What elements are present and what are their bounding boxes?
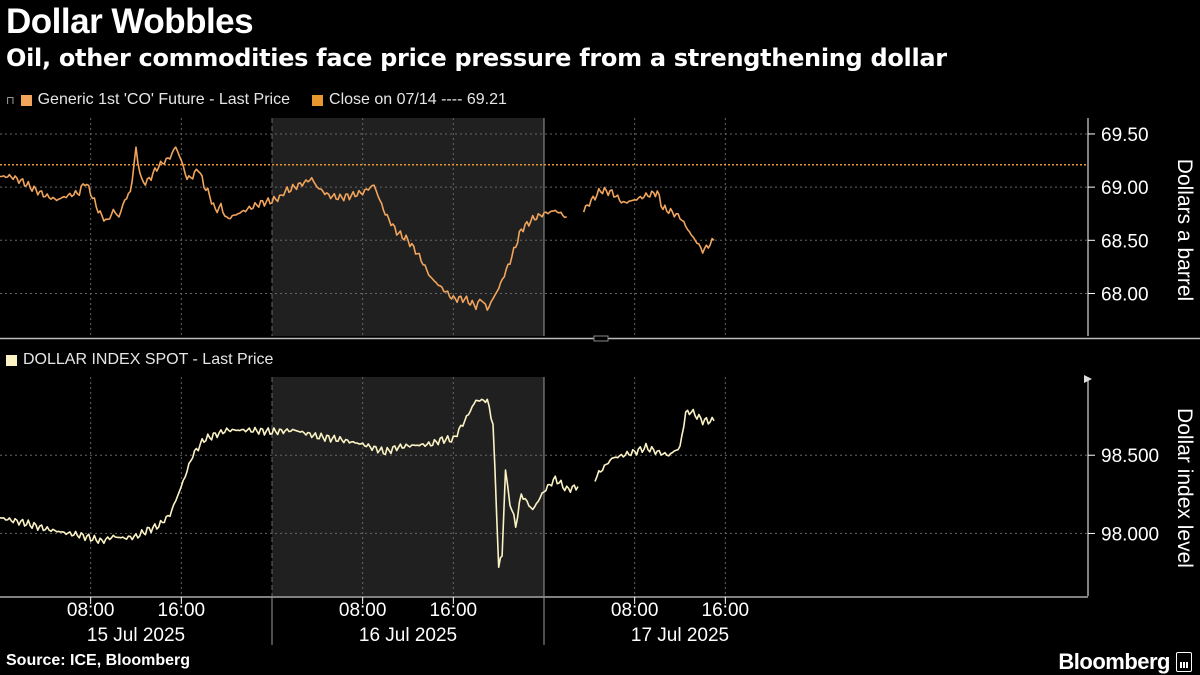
dollar-y-tick-label: 98.500 [1101,446,1159,467]
oil-legend-label: Generic 1st 'CO' Future - Last Price [37,91,291,108]
panel-resize-handle [593,335,609,342]
brand-label: Bloomberg [1058,649,1170,674]
oil-series-line [582,186,715,254]
chart-title: Dollar Wobbles [6,2,254,41]
x-tick-label: 08:00 [339,600,387,621]
x-date-label: 15 Jul 2025 [87,625,185,646]
dollar-y-tick-label: 98.000 [1101,524,1159,545]
axis-arrow-icon [1084,375,1092,383]
x-tick-label: 08:00 [67,600,115,621]
source-note: Source: ICE, Bloomberg [6,652,191,669]
x-tick-label: 16:00 [702,600,750,621]
dollar-y-axis-title: Dollar index level [1173,408,1196,568]
weekday-shading [272,377,544,596]
oil-legend: ⊓ Generic 1st 'CO' Future - Last Price C… [6,91,507,109]
close-swatch [312,94,324,106]
dollar-legend: DOLLAR INDEX SPOT - Last Price [6,351,273,369]
legend-marker-icon: ⊓ [6,94,15,107]
oil-series-line [282,176,567,311]
oil-y-tick-label: 69.00 [1101,178,1149,199]
terminal-icon [1176,652,1192,672]
x-tick-label: 08:00 [611,600,659,621]
oil-y-tick-label: 68.50 [1101,231,1149,252]
dollar-legend-label: DOLLAR INDEX SPOT - Last Price [23,351,274,368]
x-tick-label: 16:00 [430,600,478,621]
chart-subtitle: Oil, other commodities face price pressu… [6,44,947,72]
weekday-shading [272,118,544,336]
bloomberg-logo: Bloomberg [1058,649,1192,675]
x-date-label: 16 Jul 2025 [359,625,457,646]
close-legend-label: Close on 07/14 ---- 69.21 [329,91,507,108]
oil-y-tick-label: 68.00 [1101,284,1149,305]
oil-y-axis-title: Dollars a barrel [1173,159,1196,301]
dollar-swatch [6,354,17,366]
oil-swatch [20,94,32,106]
oil-series-line [0,146,284,222]
x-tick-label: 16:00 [158,600,206,621]
dollar-series-line [594,408,715,482]
oil-y-tick-label: 69.50 [1101,125,1149,146]
dollar-series-line [0,398,579,569]
x-date-label: 17 Jul 2025 [631,625,729,646]
